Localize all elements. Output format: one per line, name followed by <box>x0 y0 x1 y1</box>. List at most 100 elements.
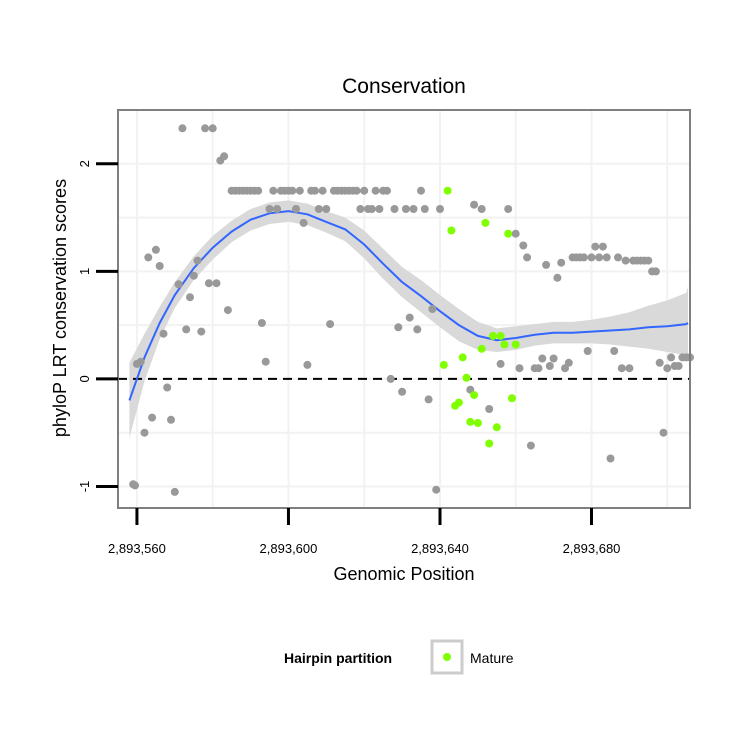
x-axis-label: Genomic Position <box>333 564 474 584</box>
point-mature <box>481 218 490 227</box>
point-other <box>523 253 532 262</box>
point-other <box>545 362 554 370</box>
point-other <box>212 279 221 288</box>
point-other <box>140 428 149 437</box>
point-mature <box>504 229 513 238</box>
point-other <box>549 354 558 363</box>
point-mature <box>439 360 448 369</box>
point-other <box>538 354 547 363</box>
point-other <box>292 205 300 213</box>
point-other <box>674 362 683 370</box>
point-other <box>511 229 520 238</box>
point-other <box>602 253 611 262</box>
y-tick-label: 2 <box>77 160 92 167</box>
point-other <box>155 262 164 270</box>
point-other <box>148 413 157 422</box>
point-other <box>659 428 668 437</box>
point-other <box>617 364 626 373</box>
legend-entry-mature: Mature <box>470 650 514 666</box>
point-other <box>409 205 418 213</box>
point-other <box>197 327 206 336</box>
x-tick-label: 2,893,560 <box>108 541 166 556</box>
point-other <box>651 267 660 276</box>
point-other <box>303 360 312 369</box>
point-other <box>170 487 179 496</box>
point-other <box>136 357 145 366</box>
point-other <box>182 325 191 334</box>
point-other <box>201 124 210 133</box>
x-tick-label: 2,893,600 <box>260 541 318 556</box>
point-other <box>405 313 414 322</box>
point-other <box>583 347 592 355</box>
point-other <box>151 245 160 254</box>
point-other <box>186 293 194 302</box>
point-mature <box>496 331 505 340</box>
point-mature <box>470 391 479 400</box>
point-other <box>598 242 607 251</box>
point-other <box>625 364 634 373</box>
point-mature <box>500 340 509 349</box>
point-mature <box>458 353 467 362</box>
point-other <box>579 253 588 262</box>
points-layer <box>129 124 694 496</box>
point-other <box>542 260 551 269</box>
point-other <box>610 347 619 355</box>
point-mature <box>443 186 452 195</box>
point-other <box>208 124 217 133</box>
point-mature <box>489 331 497 340</box>
point-other <box>519 241 528 250</box>
point-other <box>131 481 139 490</box>
point-other <box>163 383 172 392</box>
point-other <box>394 323 403 332</box>
chart-title: Conservation <box>342 75 466 98</box>
point-other <box>144 253 153 262</box>
point-other <box>428 305 437 313</box>
point-other <box>311 186 319 195</box>
legend-key-box <box>430 639 464 675</box>
point-other <box>204 279 213 288</box>
x-tick-label: 2,893,640 <box>411 541 469 556</box>
point-mature <box>447 226 456 235</box>
smooth-line <box>128 210 689 401</box>
point-other <box>621 256 630 265</box>
point-other <box>223 306 232 315</box>
point-other <box>386 374 395 383</box>
point-other <box>269 186 278 195</box>
point-other <box>420 205 429 213</box>
y-tick-label: -1 <box>77 481 92 493</box>
point-other <box>371 186 380 195</box>
point-other <box>553 273 562 282</box>
point-other <box>663 364 672 373</box>
point-other <box>356 205 365 213</box>
point-other <box>360 186 369 195</box>
x-axis-ticks: 2,893,560 2,893,600 2,893,640 2,893,680 <box>108 508 620 556</box>
point-other <box>383 186 391 195</box>
point-other <box>174 280 183 289</box>
point-other <box>644 256 653 265</box>
point-other <box>257 319 266 327</box>
point-other <box>591 242 600 251</box>
point-other <box>288 186 297 195</box>
point-other <box>526 441 535 450</box>
y-axis-ticks: -1 0 1 2 <box>77 160 118 492</box>
plot-panel-border <box>117 109 691 509</box>
point-other <box>496 359 505 368</box>
point-mature <box>511 340 520 349</box>
smooth-line-layer <box>128 210 689 401</box>
point-other <box>178 124 187 133</box>
y-tick-label: 0 <box>77 375 92 382</box>
point-mature <box>485 439 494 448</box>
point-other <box>667 353 676 362</box>
point-other <box>261 357 270 366</box>
point-other <box>587 253 596 262</box>
legend: Hairpin partition Mature <box>284 639 514 675</box>
point-other <box>318 186 327 195</box>
point-other <box>273 205 282 213</box>
point-other <box>159 329 168 338</box>
point-other <box>390 205 399 213</box>
point-other <box>265 205 274 213</box>
point-other <box>595 253 604 262</box>
point-other <box>477 205 486 213</box>
point-other <box>314 205 323 213</box>
